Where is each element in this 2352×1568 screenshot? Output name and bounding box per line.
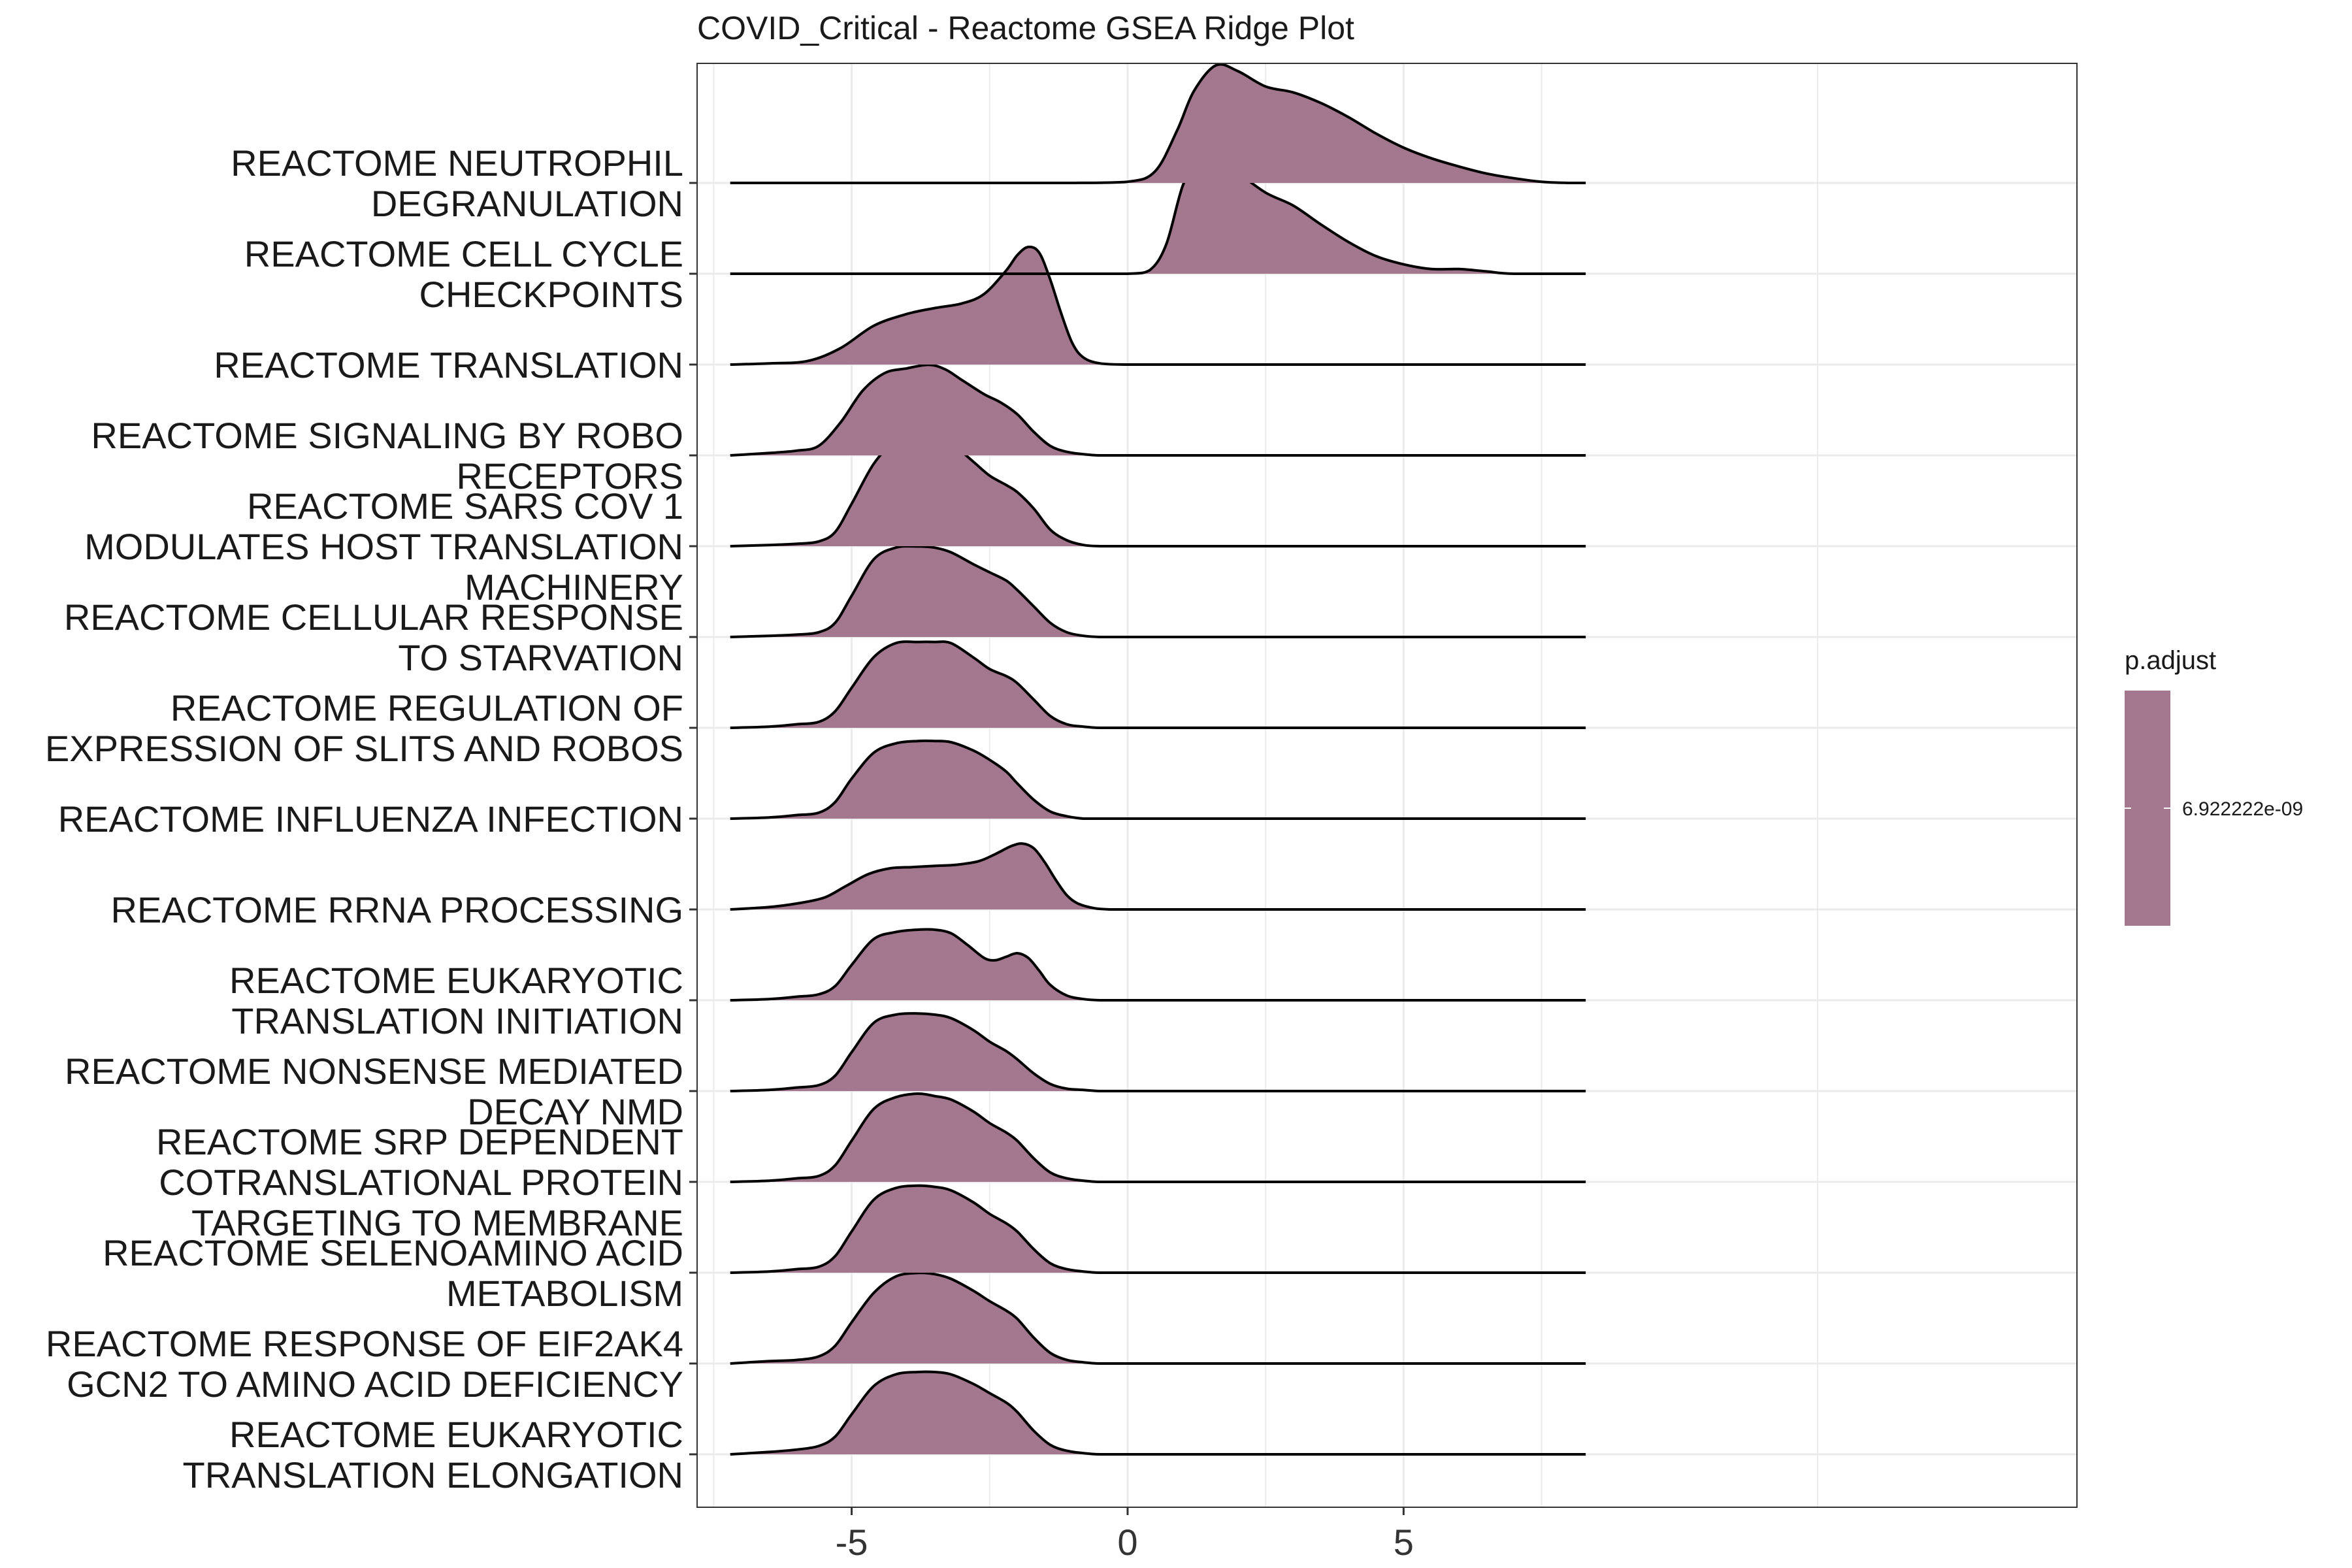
y-category-label: REACTOME EUKARYOTIC TRANSLATION INITIATIO… — [229, 960, 683, 1041]
ridge-outline — [730, 739, 1586, 821]
y-category-label-line: REACTOME CELLULAR RESPONSE — [64, 596, 683, 638]
y-category-label-line: GCN2 TO AMINO ACID DEFICIENCY — [67, 1364, 683, 1405]
ridge-outline — [730, 1184, 1586, 1275]
y-category-label-line: METABOLISM — [446, 1273, 683, 1314]
x-tick-label: 5 — [1394, 1522, 1414, 1563]
y-category-label-line: REACTOME REGULATION OF — [171, 687, 683, 728]
ridge-fill — [730, 843, 1586, 909]
y-category-label: REACTOME RRNA PROCESSING — [111, 889, 683, 930]
ridge-fill — [730, 642, 1586, 728]
y-category-label: REACTOME TRANSLATION — [214, 344, 683, 385]
ridge-outline — [730, 842, 1586, 911]
ridge-fill — [730, 1093, 1586, 1182]
y-category-label-line: REACTOME NONSENSE MEDIATED — [65, 1051, 683, 1092]
y-category-label: REACTOME SRP DEPENDENT COTRANSLATIONAL PR… — [156, 1121, 683, 1243]
ridge-outline — [730, 545, 1586, 639]
ridge-outline — [730, 245, 1586, 367]
chart-title: COVID_Critical - Reactome GSEA Ridge Plo… — [697, 10, 1354, 46]
x-tick-label: 0 — [1117, 1522, 1137, 1563]
y-category-label-line: REACTOME SIGNALING BY ROBO — [91, 415, 683, 456]
y-category-label: REACTOME SIGNALING BY ROBO RECEPTORS — [91, 415, 683, 497]
y-category-label-line: MACHINERY — [465, 566, 683, 608]
ridge-fill — [730, 430, 1586, 546]
legend: p.adjust 6.922222e-09 — [2125, 646, 2303, 926]
legend-title: p.adjust — [2125, 646, 2216, 675]
y-category-label: REACTOME CELLULAR RESPONSE TO STARVATION — [64, 596, 683, 678]
ridge-fill — [730, 365, 1586, 455]
ridge-outline — [730, 429, 1586, 548]
ridge-fill — [730, 929, 1586, 1000]
y-category-label-line: DEGRANULATION — [371, 183, 683, 224]
y-category-label: REACTOME INFLUENZA INFECTION — [58, 798, 683, 840]
ridge-fill — [730, 1273, 1586, 1364]
y-category-label-line: REACTOME CELL CYCLE — [244, 233, 683, 274]
ridge-outline — [730, 363, 1586, 457]
y-category-label-line: TRANSLATION ELONGATION — [183, 1454, 683, 1495]
y-category-label: REACTOME SELENOAMINO ACID METABOLISM — [103, 1232, 683, 1314]
y-category-label-line: REACTOME TRANSLATION — [214, 344, 683, 385]
y-category-label-line: REACTOME SELENOAMINO ACID — [103, 1232, 683, 1273]
y-category-label: REACTOME RESPONSE OF EIF2AK4 GCN2 TO AMIN… — [46, 1323, 683, 1405]
y-category-label-line: REACTOME EUKARYOTIC — [229, 960, 683, 1001]
y-category-label: REACTOME SARS COV 1 MODULATES HOST TRANSL… — [84, 485, 683, 608]
ridge-outline — [730, 1012, 1586, 1093]
y-category-label-line: DECAY NMD — [467, 1091, 683, 1132]
x-tick-label: -5 — [836, 1522, 868, 1563]
y-category-label: REACTOME CELL CYCLE CHECKPOINTS — [244, 233, 683, 315]
ridge-outline — [730, 63, 1586, 185]
y-category-label-line: REACTOME SARS COV 1 — [247, 485, 683, 527]
ridge-outline — [730, 1092, 1586, 1184]
y-axis-labels: REACTOME NEUTROPHIL DEGRANULATIONREACTOME… — [45, 142, 697, 1495]
y-category-label-line: EXPRESSION OF SLITS AND ROBOS — [45, 728, 683, 769]
ridge-fill — [730, 1185, 1586, 1273]
ridge-fill — [730, 740, 1586, 819]
y-category-label: REACTOME NONSENSE MEDIATED DECAY NMD — [65, 1051, 683, 1132]
ridge-fill — [730, 546, 1586, 637]
y-category-label-line: REACTOME SRP DEPENDENT — [156, 1121, 683, 1162]
y-category-label: REACTOME REGULATION OF EXPRESSION OF SLIT… — [45, 687, 683, 769]
y-category-label-line: CHECKPOINTS — [419, 274, 684, 315]
y-category-label-line: REACTOME INFLUENZA INFECTION — [58, 798, 683, 840]
y-category-label: REACTOME NEUTROPHIL DEGRANULATION — [231, 142, 683, 224]
ridge-fill — [730, 64, 1586, 183]
y-category-label-line: MODULATES HOST TRANSLATION — [84, 526, 683, 567]
y-category-label-line: TRANSLATION INITIATION — [231, 1000, 683, 1041]
ridges — [730, 63, 1586, 1456]
y-category-label-line: REACTOME RESPONSE OF EIF2AK4 — [46, 1323, 683, 1364]
legend-label: 6.922222e-09 — [2182, 798, 2303, 820]
y-category-label-line: TO STARVATION — [398, 637, 683, 678]
y-category-label-line: REACTOME RRNA PROCESSING — [111, 889, 683, 930]
ridge-fill — [730, 1013, 1586, 1091]
y-category-label-line: TARGETING TO MEMBRANE — [191, 1202, 683, 1243]
ridge-outline — [730, 1370, 1586, 1456]
x-axis-ticks: -5 0 5 — [836, 1507, 1414, 1563]
ridge-fill — [730, 1371, 1586, 1454]
ridge-outline — [730, 640, 1586, 730]
ridge-fill — [730, 246, 1586, 365]
y-category-label-line: REACTOME NEUTROPHIL — [231, 142, 683, 184]
ridge-outline — [730, 928, 1586, 1002]
y-category-label-line: RECEPTORS — [457, 455, 683, 497]
panel-border — [696, 63, 2078, 1508]
legend-color-bar — [2125, 691, 2170, 926]
y-category-label-line: REACTOME EUKARYOTIC — [229, 1414, 683, 1455]
y-category-label-line: COTRANSLATIONAL PROTEIN — [159, 1162, 683, 1203]
y-category-label: REACTOME EUKARYOTIC TRANSLATION ELONGATIO… — [183, 1414, 683, 1495]
ridge-outline — [730, 1271, 1586, 1365]
